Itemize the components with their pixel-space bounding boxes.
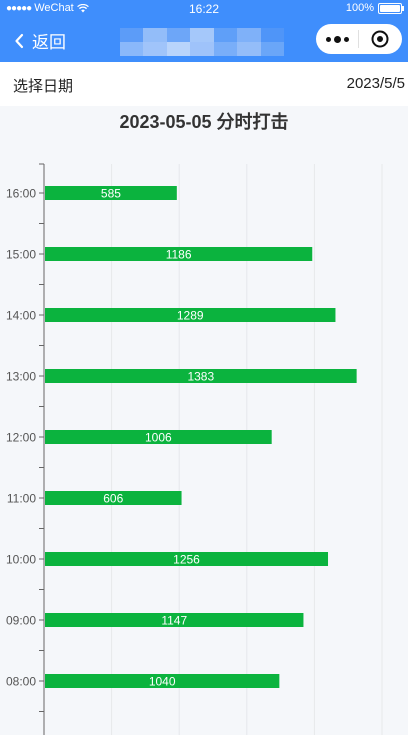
chevron-left-icon [15,33,24,48]
bar-1300 [45,369,357,383]
status-left: ●●●●● WeChat [6,2,89,14]
bar-0800 [45,674,280,688]
hourly-bar-chart: 1040 08:00 1147 09:00 1256 10:00 606 11:00 1006 1… [6,163,383,735]
bar-1100 [45,491,182,505]
bar-1200 [45,430,272,444]
mini-program-capsule [316,24,402,54]
y-tick-label: 13:00 [6,370,36,384]
status-bar: ●●●●● WeChat 16:22 100% [0,0,408,18]
bar-1500 [45,247,313,261]
bar-value-label: 1006 [145,431,172,445]
nav-row: 返回 [0,20,408,60]
chart-title: 2023-05-05 分时打击 [119,112,289,132]
status-right: 100% [345,2,404,14]
bar-value-label: 1289 [177,309,204,323]
signal-icon: ●●●●● [6,2,32,14]
y-tick-label: 09:00 [6,614,36,628]
date-picker-row[interactable]: 选择日期 2023/5/5 [0,62,408,106]
top-bar: ●●●●● WeChat 16:22 100% [0,0,408,62]
back-label: 返回 [32,33,66,52]
bar-1000 [45,552,329,566]
capsule-divider [358,30,359,48]
bar-1400 [45,308,336,322]
bar-value-label: 1256 [173,553,200,567]
bar-0900 [45,613,304,627]
y-tick-label: 12:00 [6,431,36,445]
battery-percent: 100% [345,2,374,14]
y-tick-label: 14:00 [6,309,36,323]
y-tick-label: 11:00 [7,492,36,506]
y-tick-label: 10:00 [6,553,36,567]
target-close-icon[interactable] [359,24,401,54]
back-button[interactable]: 返回 [14,28,66,53]
date-picker-label: 选择日期 [13,78,74,95]
y-tick-label: 08:00 [6,675,36,689]
bar-value-label: 1186 [166,248,192,262]
carrier-label: WeChat [34,2,74,14]
bar-value-label: 585 [101,187,121,201]
bar-value-label: 1383 [187,370,214,384]
bar-value-label: 1147 [161,614,187,628]
y-tick-label: 15:00 [6,248,36,262]
bar-value-label: 606 [103,492,123,506]
blurred-title-mosaic [120,28,284,56]
status-time: 16:22 [188,2,220,16]
bar-value-label: 1040 [149,675,176,689]
bar-1600 [45,186,177,200]
date-picker-value[interactable]: 2023/5/5 [346,75,405,92]
y-tick-label: 16:00 [6,187,36,201]
battery-icon [378,2,404,14]
more-dots-icon[interactable] [316,24,358,54]
wifi-icon [76,3,89,12]
